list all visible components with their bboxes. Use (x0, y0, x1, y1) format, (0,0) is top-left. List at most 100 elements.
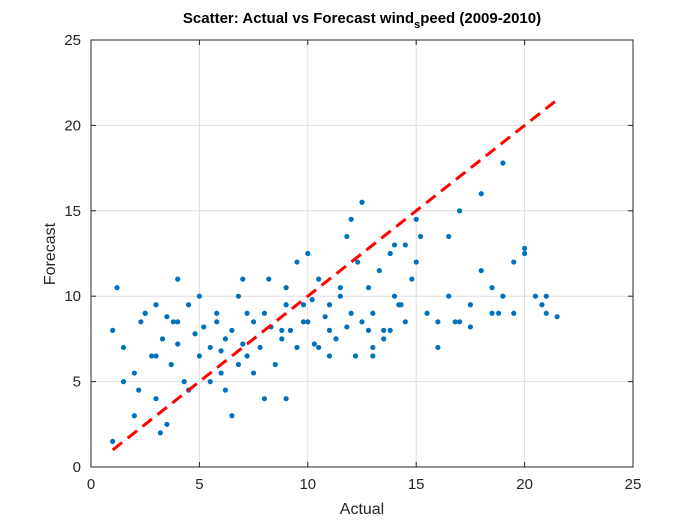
scatter-point (495, 310, 502, 316)
scatter-point (326, 353, 333, 359)
y-tick-label: 10 (64, 288, 81, 305)
y-tick-label: 5 (73, 374, 81, 391)
scatter-point (539, 302, 545, 308)
scatter-point (294, 259, 300, 265)
scatter-point (214, 319, 220, 325)
scatter-point (359, 319, 365, 325)
scatter-point (192, 331, 198, 337)
scatter-point (370, 344, 376, 351)
scatter-point (381, 327, 387, 333)
scatter-point (456, 208, 463, 214)
scatter-point (120, 379, 127, 385)
scatter-point (391, 242, 398, 248)
scatter-point (402, 319, 408, 325)
scatter-point (283, 302, 289, 308)
data-points (110, 160, 560, 444)
scatter-point (175, 341, 181, 347)
scatter-point (244, 353, 250, 359)
scatter-point (142, 310, 148, 316)
scatter-point (478, 267, 484, 274)
scatter-point (175, 276, 181, 282)
chart-title: Scatter: Actual vs Forecast windspeed (2… (183, 10, 541, 31)
scatter-point (240, 341, 246, 347)
scatter-point (251, 319, 257, 325)
scatter-point (355, 259, 361, 265)
scatter-point (131, 370, 137, 376)
scatter-point (409, 276, 415, 282)
x-axis-label: Actual (340, 501, 384, 518)
scatter-point (326, 327, 333, 333)
scatter-point (344, 233, 350, 240)
scatter-point (149, 353, 155, 359)
scatter-point (164, 421, 170, 427)
scatter-point (370, 353, 376, 359)
scatter-point (467, 324, 473, 330)
scatter-point (446, 233, 452, 240)
scatter-point (114, 285, 120, 291)
scatter-point (235, 361, 242, 368)
scatter-point (413, 259, 419, 265)
scatter-point (316, 276, 322, 282)
scatter-point (229, 413, 235, 419)
scatter-point (196, 293, 202, 299)
scatter-point (322, 314, 328, 320)
scatter-point (511, 310, 517, 316)
y-tick-label: 20 (64, 117, 81, 134)
scatter-point (138, 319, 144, 325)
x-tick-label: 25 (625, 476, 642, 493)
scatter-point (365, 285, 372, 291)
scatter-point (522, 245, 528, 251)
x-tick-label: 15 (408, 476, 425, 493)
scatter-point (467, 302, 473, 308)
scatter-point (168, 361, 174, 368)
scatter-point (294, 344, 300, 351)
scatter-point (218, 370, 224, 376)
scatter-point (207, 379, 213, 385)
scatter-point (251, 370, 257, 376)
scatter-point (417, 233, 424, 240)
scatter-point (446, 293, 452, 299)
scatter-point (376, 267, 382, 274)
scatter-point (157, 430, 163, 436)
scatter-point (489, 285, 495, 291)
scatter-point (387, 327, 393, 333)
scatter-point (365, 327, 372, 333)
scatter-point (300, 302, 307, 308)
scatter-point (153, 353, 159, 359)
scatter-point (181, 379, 187, 385)
scatter-point (283, 285, 289, 291)
scatter-point (500, 293, 506, 299)
scatter-point (305, 319, 311, 325)
scatter-point (359, 199, 365, 205)
scatter-point (185, 302, 192, 308)
x-tick-labels: 0 5 10 15 20 25 (87, 476, 642, 493)
scatter-point (402, 242, 408, 248)
scatter-point (201, 324, 207, 330)
scatter-point (489, 310, 495, 316)
x-tick-label: 20 (516, 476, 533, 493)
x-tick-label: 0 (87, 476, 95, 493)
scatter-point (272, 361, 278, 368)
scatter-point (266, 276, 272, 282)
scatter-point (543, 293, 549, 299)
scatter-point (452, 319, 458, 325)
y-axis-label: Forecast (42, 222, 59, 285)
scatter-point (207, 344, 213, 351)
scatter-point (333, 336, 339, 342)
scatter-point (543, 310, 549, 316)
scatter-point (554, 314, 560, 320)
scatter-point (120, 344, 127, 351)
scatter-point (214, 310, 220, 316)
scatter-point (337, 285, 343, 291)
scatter-point (110, 438, 116, 444)
scatter-point (131, 413, 137, 419)
scatter-point (218, 348, 224, 354)
scatter-point (370, 310, 376, 316)
y-tick-label: 25 (64, 32, 81, 49)
scatter-point (316, 344, 322, 351)
scatter-point (532, 293, 539, 299)
scatter-point (110, 327, 116, 333)
scatter-point (287, 327, 294, 333)
scatter-point (153, 302, 159, 308)
scatter-point (279, 327, 285, 333)
